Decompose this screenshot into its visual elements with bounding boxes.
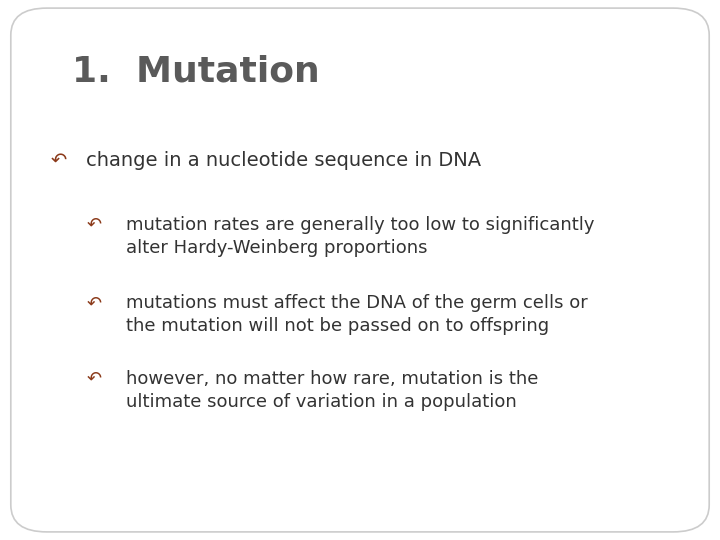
Text: change in a nucleotide sequence in DNA: change in a nucleotide sequence in DNA [86,151,482,170]
FancyBboxPatch shape [11,8,709,532]
Text: ↶: ↶ [50,151,67,170]
Text: 1.  Mutation: 1. Mutation [72,54,320,88]
Text: mutations must affect the DNA of the germ cells or
the mutation will not be pass: mutations must affect the DNA of the ger… [126,294,588,335]
Text: ↶: ↶ [86,216,102,234]
Text: mutation rates are generally too low to significantly
alter Hardy-Weinberg propo: mutation rates are generally too low to … [126,216,595,257]
Text: ↶: ↶ [86,370,102,388]
Text: ↶: ↶ [86,294,102,312]
Text: however, no matter how rare, mutation is the
ultimate source of variation in a p: however, no matter how rare, mutation is… [126,370,539,411]
